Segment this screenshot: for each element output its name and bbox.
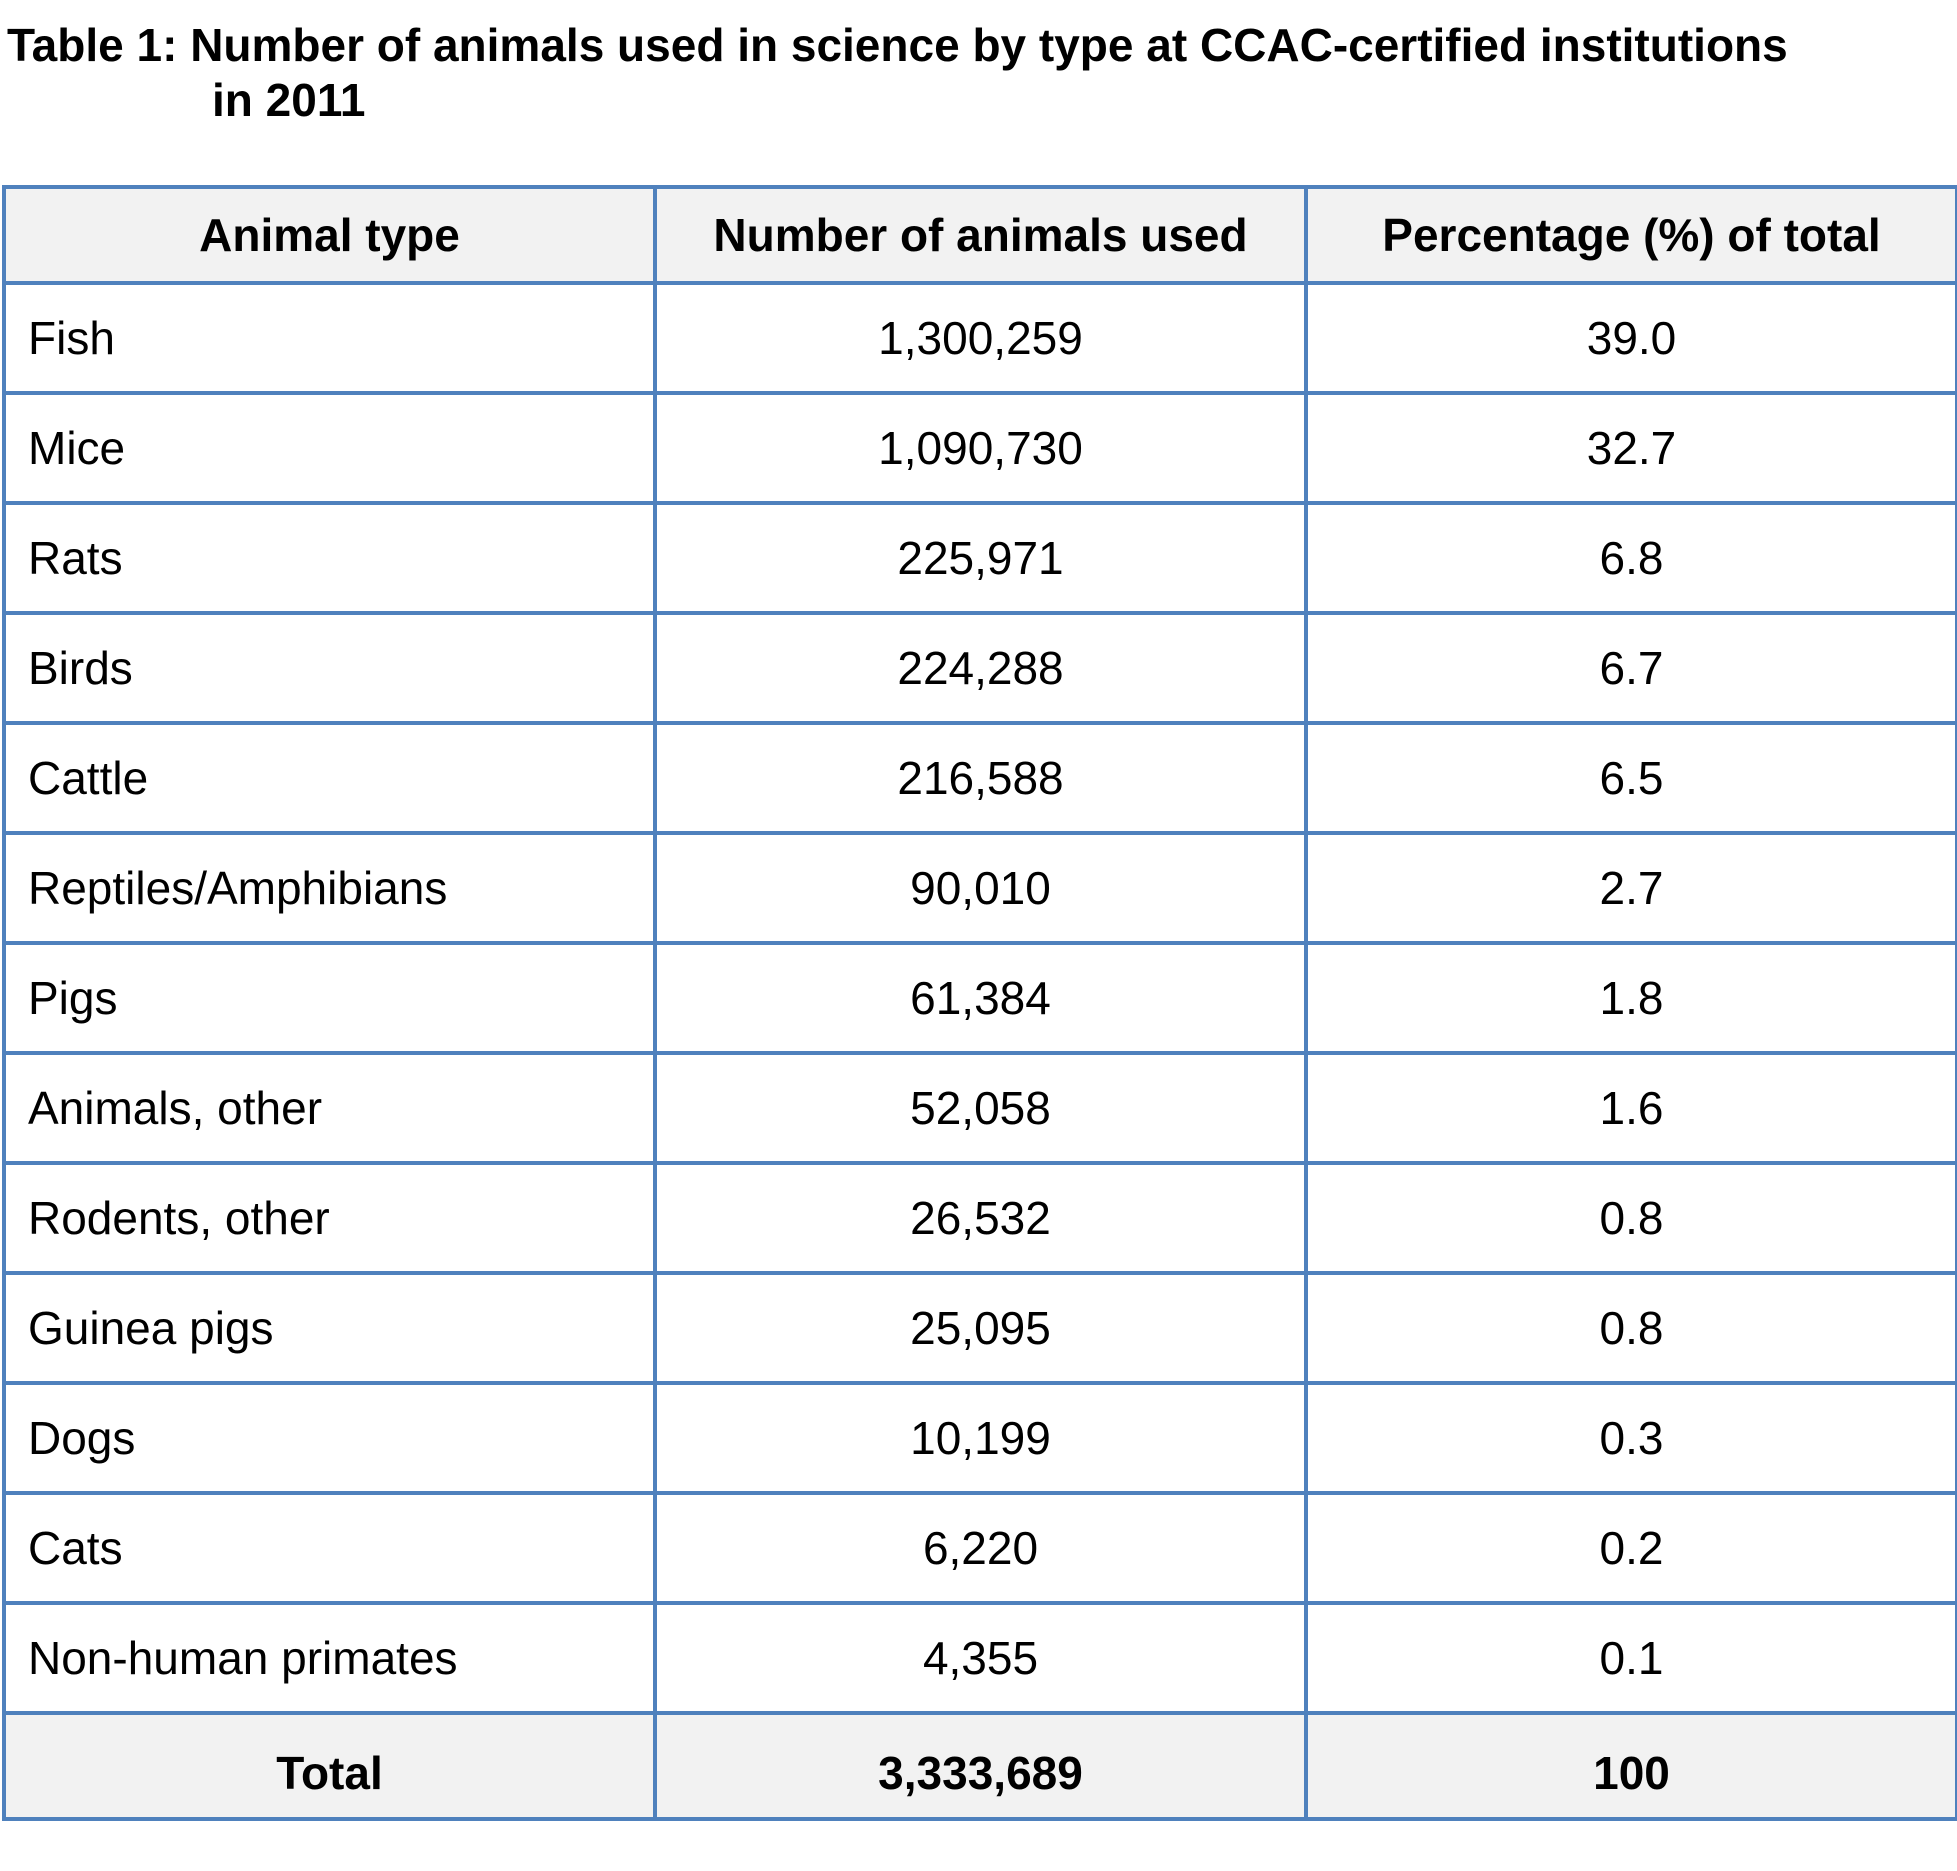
number-cell: 6,220 bbox=[653, 1491, 1308, 1605]
number-cell: 225,971 bbox=[653, 501, 1308, 615]
table-row: Non-human primates 4,355 0.1 bbox=[2, 1601, 1957, 1715]
percent-cell: 39.0 bbox=[1304, 281, 1957, 395]
number-cell: 26,532 bbox=[653, 1161, 1308, 1275]
percent-cell: 0.8 bbox=[1304, 1161, 1957, 1275]
caption-line-1: Table 1: Number of animals used in scien… bbox=[7, 19, 1788, 71]
table-row: Rats 225,971 6.8 bbox=[2, 501, 1957, 615]
header-percentage: Percentage (%) of total bbox=[1304, 185, 1957, 285]
animal-type-cell: Animals, other bbox=[2, 1051, 657, 1165]
table-row: Birds 224,288 6.7 bbox=[2, 611, 1957, 725]
table-row: Reptiles/Amphibians 90,010 2.7 bbox=[2, 831, 1957, 945]
percent-cell: 6.5 bbox=[1304, 721, 1957, 835]
percent-cell: 6.8 bbox=[1304, 501, 1957, 615]
animal-type-cell: Cattle bbox=[2, 721, 657, 835]
total-row: Total 3,333,689 100 bbox=[2, 1711, 1957, 1821]
total-number: 3,333,689 bbox=[653, 1711, 1308, 1821]
animal-type-cell: Fish bbox=[2, 281, 657, 395]
number-cell: 25,095 bbox=[653, 1271, 1308, 1385]
animal-type-cell: Non-human primates bbox=[2, 1601, 657, 1715]
number-cell: 1,090,730 bbox=[653, 391, 1308, 505]
animal-type-cell: Pigs bbox=[2, 941, 657, 1055]
number-cell: 216,588 bbox=[653, 721, 1308, 835]
number-cell: 90,010 bbox=[653, 831, 1308, 945]
number-cell: 10,199 bbox=[653, 1381, 1308, 1495]
table-row: Cattle 216,588 6.5 bbox=[2, 721, 1957, 835]
total-percent: 100 bbox=[1304, 1711, 1957, 1821]
animal-type-cell: Guinea pigs bbox=[2, 1271, 657, 1385]
percent-cell: 0.2 bbox=[1304, 1491, 1957, 1605]
table-row: Rodents, other 26,532 0.8 bbox=[2, 1161, 1957, 1275]
caption-line-2: in 2011 bbox=[212, 74, 366, 126]
header-row: Animal type Number of animals used Perce… bbox=[2, 185, 1957, 285]
table-caption: Table 1: Number of animals used in scien… bbox=[7, 18, 1952, 128]
percent-cell: 1.8 bbox=[1304, 941, 1957, 1055]
table-row: Animals, other 52,058 1.6 bbox=[2, 1051, 1957, 1165]
table-row: Cats 6,220 0.2 bbox=[2, 1491, 1957, 1605]
animals-table: Animal type Number of animals used Perce… bbox=[2, 185, 1957, 1821]
total-label: Total bbox=[2, 1711, 657, 1821]
percent-cell: 32.7 bbox=[1304, 391, 1957, 505]
header-animal-type: Animal type bbox=[2, 185, 657, 285]
percent-cell: 2.7 bbox=[1304, 831, 1957, 945]
percent-cell: 0.3 bbox=[1304, 1381, 1957, 1495]
percent-cell: 0.8 bbox=[1304, 1271, 1957, 1385]
percent-cell: 6.7 bbox=[1304, 611, 1957, 725]
animal-type-cell: Rats bbox=[2, 501, 657, 615]
animal-type-cell: Reptiles/Amphibians bbox=[2, 831, 657, 945]
animal-type-cell: Cats bbox=[2, 1491, 657, 1605]
table-row: Fish 1,300,259 39.0 bbox=[2, 281, 1957, 395]
table-row: Dogs 10,199 0.3 bbox=[2, 1381, 1957, 1495]
table-row: Pigs 61,384 1.8 bbox=[2, 941, 1957, 1055]
number-cell: 61,384 bbox=[653, 941, 1308, 1055]
number-cell: 4,355 bbox=[653, 1601, 1308, 1715]
animal-type-cell: Dogs bbox=[2, 1381, 657, 1495]
percent-cell: 1.6 bbox=[1304, 1051, 1957, 1165]
number-cell: 52,058 bbox=[653, 1051, 1308, 1165]
header-number-used: Number of animals used bbox=[653, 185, 1308, 285]
percent-cell: 0.1 bbox=[1304, 1601, 1957, 1715]
animal-type-cell: Rodents, other bbox=[2, 1161, 657, 1275]
animal-type-cell: Mice bbox=[2, 391, 657, 505]
table-row: Guinea pigs 25,095 0.8 bbox=[2, 1271, 1957, 1385]
table-row: Mice 1,090,730 32.7 bbox=[2, 391, 1957, 505]
number-cell: 224,288 bbox=[653, 611, 1308, 725]
number-cell: 1,300,259 bbox=[653, 281, 1308, 395]
animal-type-cell: Birds bbox=[2, 611, 657, 725]
